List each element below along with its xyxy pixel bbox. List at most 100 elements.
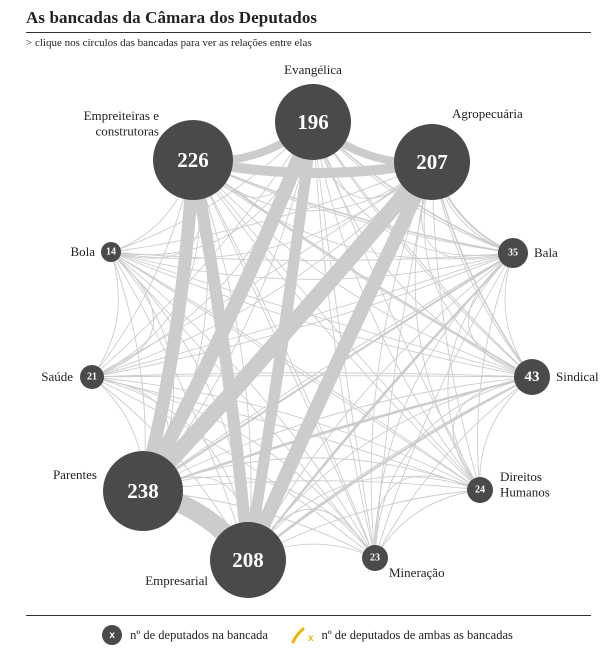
legend-link-text: nº de deputados de ambas as bancadas: [321, 627, 513, 642]
node-evangelica[interactable]: 196 Evangélica: [275, 62, 351, 160]
link-thin: [110, 251, 376, 559]
node-label-direitos-humanos: Direitos Humanos: [500, 469, 550, 500]
legend-link-item: x nº de deputados de ambas as bancadas: [290, 625, 513, 645]
nodes-layer: 196 Evangélica 207 Agropecuária 35 Bala 43 Sind…: [41, 62, 599, 598]
node-count-agropecuaria: 207: [416, 150, 448, 174]
node-label-bola: Bola: [70, 244, 95, 259]
legend: x nº de deputados na bancada x nº de dep…: [0, 625, 615, 645]
node-mineracao[interactable]: 23 Mineração: [362, 545, 445, 580]
link-thin: [91, 376, 376, 559]
legend-link-symbol: x: [307, 632, 314, 644]
link-thin: [110, 251, 514, 262]
node-label-line-bola-0: Bola: [70, 244, 95, 259]
page-title: As bancadas da Câmara dos Deputados: [26, 8, 591, 33]
node-circle-mineracao[interactable]: [362, 545, 388, 571]
node-label-line-empreiteiras-0: Empreiteiras e: [84, 108, 160, 123]
node-label-line-evangelica-0: Evangélica: [284, 62, 342, 77]
node-label-line-mineracao-0: Mineração: [389, 565, 445, 580]
link-thin: [110, 251, 514, 280]
link-parentes-empreiteiras: [136, 153, 200, 498]
link-thin: [192, 159, 514, 254]
link-empreiteiras-bala: [192, 159, 514, 254]
legend-node-item: x nº de deputados na bancada: [102, 625, 268, 645]
link-thin: [192, 159, 376, 559]
link-empresarial-bala: [247, 252, 514, 561]
legend-node-symbol: x: [102, 625, 123, 645]
link-empresarial-evangelica: [242, 116, 319, 566]
node-circle-direitos-humanos[interactable]: [467, 477, 493, 503]
node-count-empresarial: 208: [232, 548, 264, 572]
node-label-empresarial: Empresarial: [145, 573, 208, 588]
node-empreiteiras[interactable]: 226 Empreiteiras e construtoras: [84, 108, 233, 200]
node-count-empreiteiras: 226: [177, 148, 209, 172]
link-thin: [192, 159, 481, 491]
node-circle-bola[interactable]: [101, 242, 121, 262]
link-thin: [110, 251, 533, 378]
node-label-line-saude-0: Saúde: [41, 369, 73, 384]
node-count-bola: 14: [106, 247, 116, 258]
link-thin: [312, 121, 481, 491]
node-circle-sindical[interactable]: [514, 359, 550, 395]
link-thin: [110, 251, 481, 491]
node-label-line-parentes-0: Parentes: [53, 467, 97, 482]
node-label-parentes: Parentes: [53, 467, 97, 482]
node-label-line-bala-0: Bala: [534, 245, 558, 260]
legend-node-text: nº de deputados na bancada: [130, 627, 268, 642]
node-circle-empreiteiras[interactable]: [153, 120, 233, 200]
node-bala[interactable]: 35 Bala: [498, 238, 558, 268]
node-label-line-empresarial-0: Empresarial: [145, 573, 208, 588]
instructions-text: > clique nos círculos das bancadas para …: [26, 37, 312, 49]
link-thin: [477, 252, 514, 491]
node-label-line-direitos-humanos-1: Humanos: [500, 485, 550, 500]
link-thin: [110, 251, 533, 378]
link-thin: [142, 252, 514, 492]
node-label-line-empreiteiras-1: construtoras: [95, 124, 159, 139]
link-thin: [192, 159, 533, 378]
node-agropecuaria[interactable]: 207 Agropecuária: [394, 106, 523, 200]
link-thin: [91, 376, 481, 491]
node-circle-saude[interactable]: [80, 365, 104, 389]
link-thin: [374, 376, 533, 559]
link-thin: [91, 372, 533, 378]
link-thin: [91, 251, 154, 378]
node-circle-bala[interactable]: [498, 238, 528, 268]
link-thin: [110, 161, 433, 259]
header: As bancadas da Câmara dos Deputados > cl…: [26, 8, 591, 49]
node-circle-empresarial[interactable]: [210, 522, 286, 598]
node-saude[interactable]: 21 Saúde: [41, 365, 104, 389]
node-label-empreiteiras: Empreiteiras e construtoras: [84, 108, 160, 139]
node-circle-agropecuaria[interactable]: [394, 124, 470, 200]
link-empresarial-agropecuaria: [241, 155, 439, 567]
link-thin: [192, 159, 481, 491]
node-label-saude: Saúde: [41, 369, 73, 384]
node-count-parentes: 238: [127, 479, 159, 503]
node-label-line-sindical-0: Sindical: [556, 369, 599, 384]
link-thin: [110, 251, 481, 491]
link-thin: [110, 251, 376, 559]
node-label-sindical: Sindical: [556, 369, 599, 384]
link-thin: [374, 161, 433, 559]
node-label-bala: Bala: [534, 245, 558, 260]
node-circle-parentes[interactable]: [103, 451, 183, 531]
link-thin: [192, 159, 514, 260]
node-empresarial[interactable]: 208 Empresarial: [145, 522, 286, 598]
node-bola[interactable]: 14 Bola: [70, 242, 121, 262]
link-parentes-bala: [142, 252, 514, 492]
node-sindical[interactable]: 43 Sindical: [514, 359, 599, 395]
link-empresarial-sindical: [247, 376, 533, 561]
node-label-mineracao: Mineração: [389, 565, 445, 580]
node-label-agropecuaria: Agropecuária: [452, 106, 523, 121]
link-thin: [374, 376, 533, 559]
node-circle-evangelica[interactable]: [275, 84, 351, 160]
link-parentes-sindical: [142, 376, 533, 492]
legend-link-icon: [290, 625, 312, 645]
link-thin: [142, 376, 533, 492]
node-parentes[interactable]: 238 Parentes: [53, 451, 183, 531]
node-count-saude: 21: [87, 372, 97, 383]
link-thin: [312, 121, 376, 559]
node-count-direitos-humanos: 24: [475, 485, 485, 496]
node-label-evangelica: Evangélica: [284, 62, 342, 77]
node-count-bala: 35: [508, 248, 518, 259]
node-direitos-humanos[interactable]: 24 Direitos Humanos: [467, 469, 550, 503]
footer-divider: [26, 615, 591, 616]
